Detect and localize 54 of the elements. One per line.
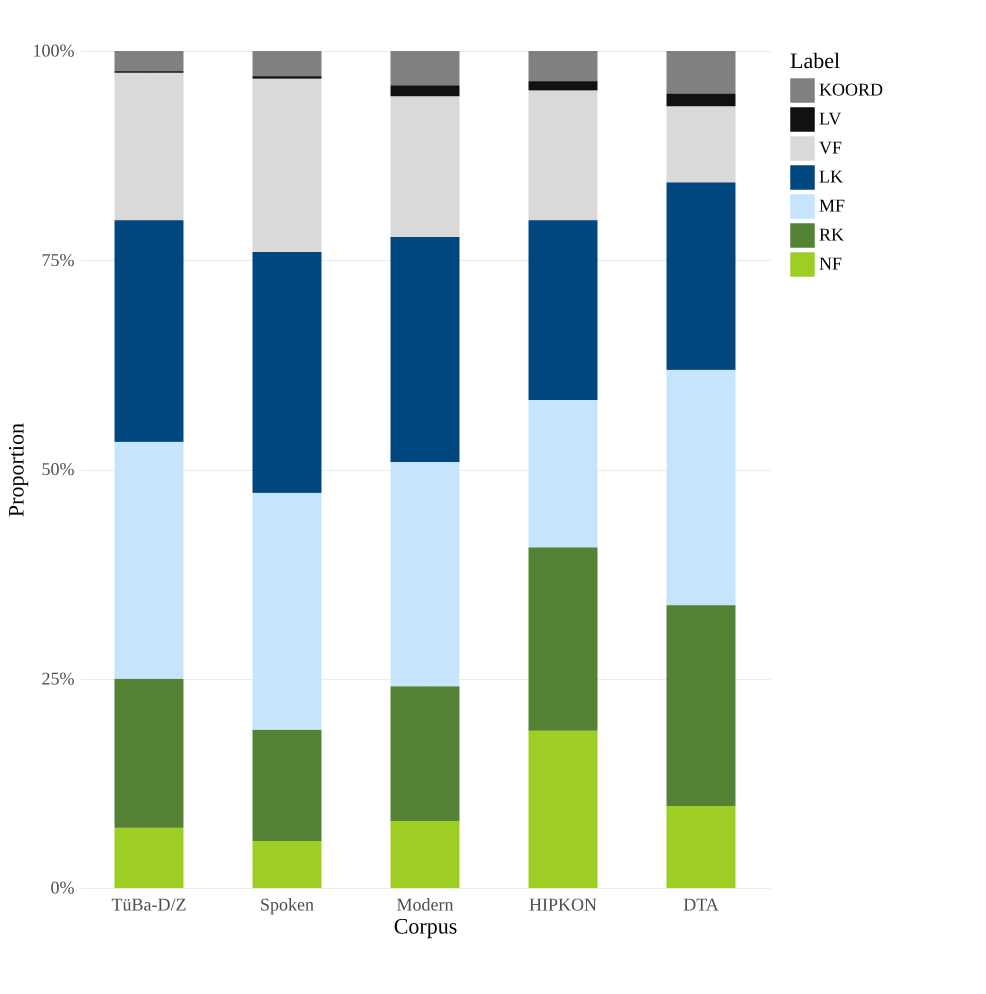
- legend-label: LK: [819, 166, 843, 186]
- bar: [252, 492, 322, 730]
- legend-label: KOORD: [819, 80, 884, 100]
- y-tick-label: 0%: [50, 878, 74, 898]
- legend-label: RK: [819, 224, 844, 244]
- bar: [666, 94, 736, 106]
- bar: [666, 806, 736, 888]
- legend-title: Label: [790, 48, 840, 73]
- legend-label: VF: [819, 138, 842, 158]
- x-tick-label: HIPKON: [528, 894, 598, 914]
- bar: [252, 252, 322, 493]
- bar: [114, 442, 184, 679]
- bar: [666, 51, 736, 94]
- y-tick-label: 100%: [32, 40, 74, 60]
- bar: [390, 51, 460, 86]
- bar: [528, 90, 598, 220]
- y-tick-label: 25%: [42, 668, 74, 688]
- x-tick-label: TüBa-D/Z: [112, 894, 186, 914]
- bar: [528, 400, 598, 548]
- bar: [666, 182, 736, 370]
- legend-label: MF: [819, 196, 846, 216]
- x-tick-label: Modern: [396, 894, 454, 914]
- bar: [252, 51, 322, 76]
- bar: [666, 605, 736, 806]
- bar: [390, 686, 460, 822]
- bar: [114, 72, 184, 220]
- bar: [528, 730, 598, 888]
- x-axis-title: Corpus: [394, 914, 458, 938]
- bar: [252, 76, 322, 79]
- y-axis-title: Proportion: [4, 422, 29, 518]
- bar: [390, 96, 460, 237]
- bar: [390, 236, 460, 462]
- bar: [114, 678, 184, 828]
- bar: [666, 370, 736, 606]
- x-tick-label: DTA: [683, 894, 719, 914]
- x-tick-label: Spoken: [260, 894, 314, 914]
- bar: [114, 51, 184, 72]
- y-tick-label: 75%: [42, 250, 74, 270]
- bar: [528, 547, 598, 731]
- bar: [528, 81, 598, 90]
- bar: [528, 220, 598, 400]
- bar: [114, 220, 184, 442]
- bar: [252, 730, 322, 842]
- bar: [390, 462, 460, 686]
- bar: [252, 841, 322, 888]
- y-tick-label: 50%: [42, 459, 74, 479]
- bar: [252, 78, 322, 252]
- bar: [528, 51, 598, 82]
- legend-label: LV: [819, 108, 842, 128]
- bar: [114, 828, 184, 888]
- bar: [666, 106, 736, 182]
- legend-label: NF: [819, 254, 842, 274]
- bar: [390, 821, 460, 888]
- bar: [390, 85, 460, 96]
